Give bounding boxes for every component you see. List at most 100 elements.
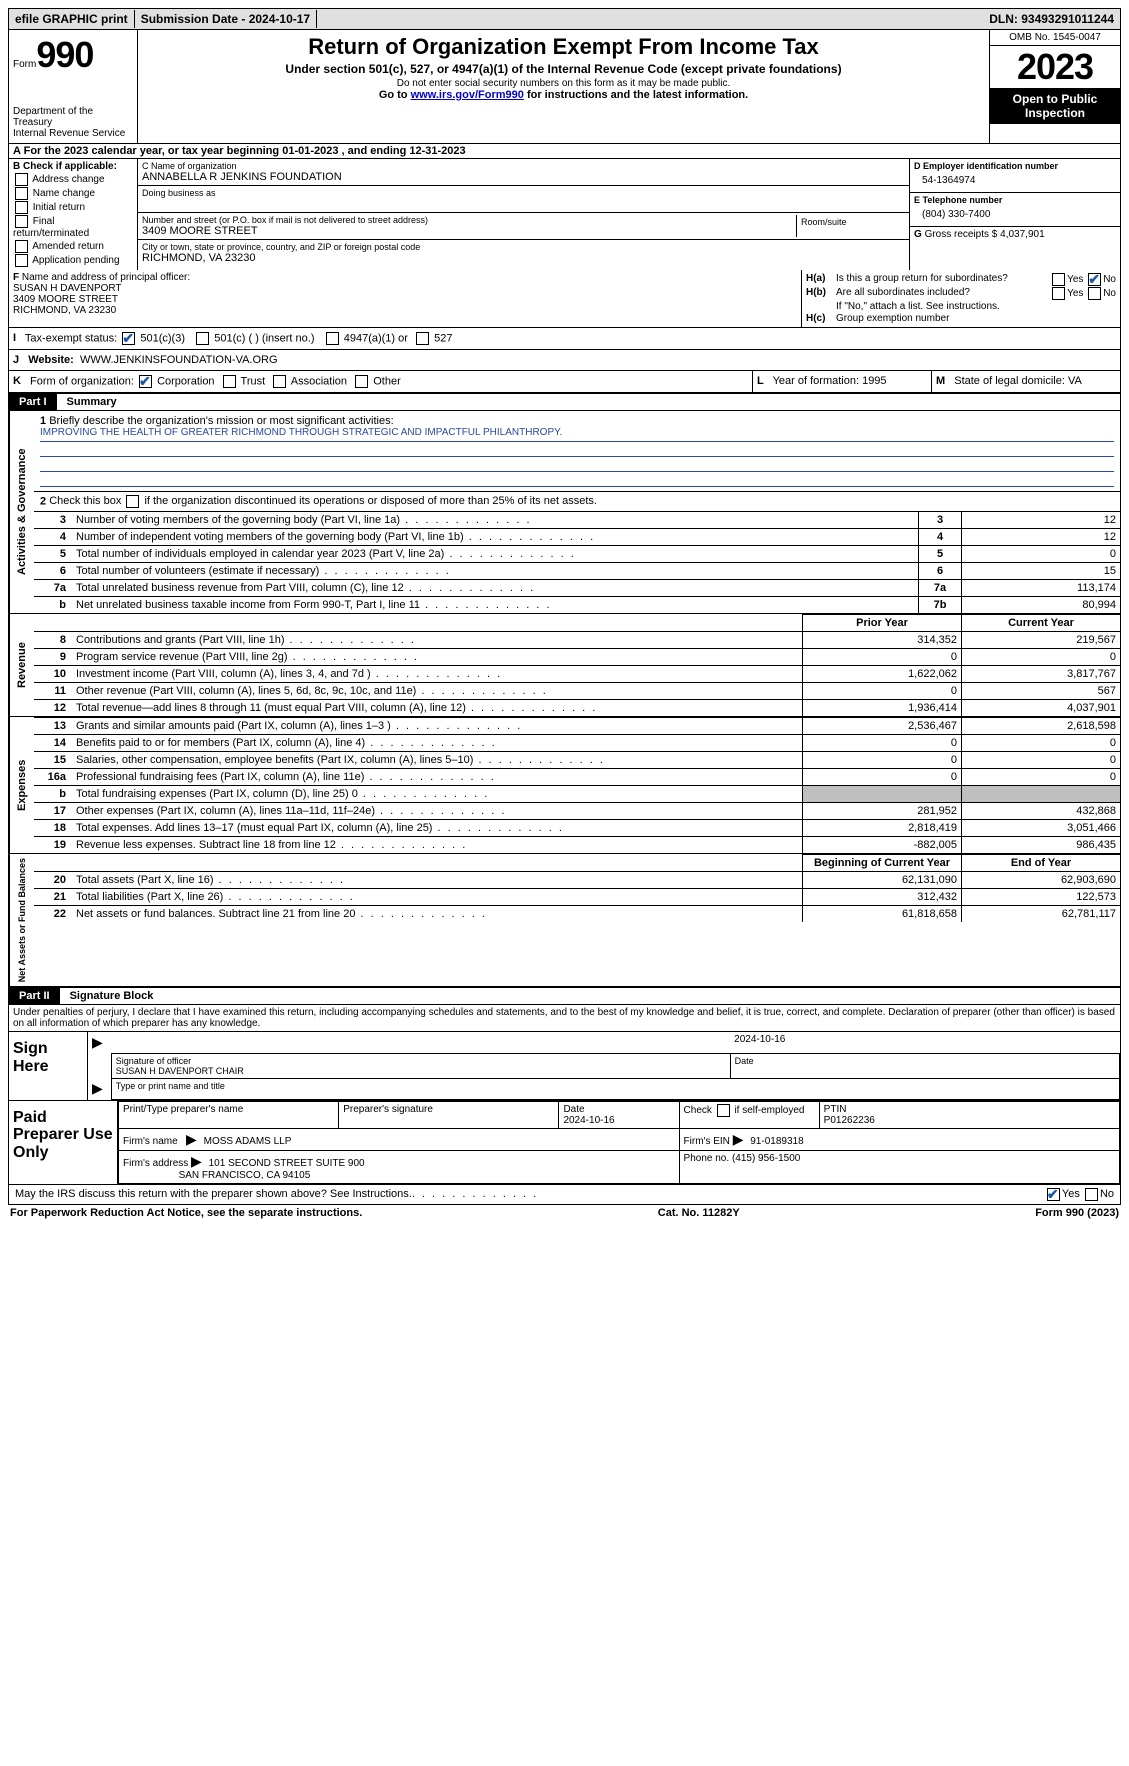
cell-grey: [803, 786, 962, 803]
line-1-text: Briefly describe the organization's miss…: [49, 415, 393, 427]
mission-statement: IMPROVING THE HEALTH OF GREATER RICHMOND…: [40, 427, 1114, 442]
form-word: Form: [13, 59, 36, 70]
line-value: 12: [962, 512, 1121, 529]
line-num: 20: [34, 872, 72, 889]
row-j-letter: J: [13, 354, 19, 366]
checkbox-501c[interactable]: [196, 332, 209, 345]
box-f-letter: F: [13, 272, 19, 283]
checkbox-name-change[interactable]: [15, 187, 28, 200]
checkbox-hb-yes[interactable]: [1052, 287, 1065, 300]
cell-grey: [962, 786, 1121, 803]
line-key: 7a: [919, 580, 962, 597]
officer-name-title: SUSAN H DAVENPORT CHAIR: [116, 1066, 244, 1076]
checkbox-501c3[interactable]: [122, 332, 135, 345]
checkbox-527[interactable]: [416, 332, 429, 345]
checkbox-assoc[interactable]: [273, 375, 286, 388]
line-num: b: [34, 597, 72, 614]
checkbox-app-pending[interactable]: [15, 254, 28, 267]
h-a-label: H(a): [806, 273, 836, 284]
checkbox-trust[interactable]: [223, 375, 236, 388]
firm-ein: 91-0189318: [750, 1136, 803, 1147]
entity-info-block: B Check if applicable: Address change Na…: [8, 159, 1121, 270]
line-num: b: [34, 786, 72, 803]
h-b-note: If "No," attach a list. See instructions…: [806, 301, 1116, 312]
line-value: 15: [962, 563, 1121, 580]
prior-year-value: 314,352: [803, 632, 962, 649]
current-year-value: 62,903,690: [962, 872, 1121, 889]
checkbox-other[interactable]: [355, 375, 368, 388]
box-g-letter: G: [914, 229, 922, 240]
line-key: 7b: [919, 597, 962, 614]
goto-link[interactable]: www.irs.gov/Form990: [411, 89, 524, 101]
irs-label: Internal Revenue Service: [13, 128, 133, 139]
line-value: 80,994: [962, 597, 1121, 614]
sig-officer-label: Signature of officer: [116, 1056, 191, 1066]
part-1-header: Part I Summary: [8, 393, 1121, 411]
vtab-expenses: Expenses: [9, 717, 34, 853]
checkbox-final-return[interactable]: [15, 215, 28, 228]
current-year-value: 2,618,598: [962, 718, 1121, 735]
line-num: 21: [34, 889, 72, 906]
line-num: 6: [34, 563, 72, 580]
part-1-num: Part I: [9, 394, 57, 410]
section-net-assets: Net Assets or Fund Balances Beginning of…: [8, 854, 1121, 987]
street-label: Number and street (or P.O. box if mail i…: [142, 215, 796, 225]
current-year-value: 62,781,117: [962, 906, 1121, 923]
h-b-text: Are all subordinates included?: [836, 287, 1026, 298]
line-num: 9: [34, 649, 72, 666]
line-key: 6: [919, 563, 962, 580]
bottom-note: For Paperwork Reduction Act Notice, see …: [8, 1205, 1121, 1221]
box-f: F Name and address of principal officer:…: [9, 270, 801, 327]
checkbox-corp[interactable]: [139, 375, 152, 388]
checkbox-ha-no[interactable]: [1088, 273, 1101, 286]
room-label: Room/suite: [797, 215, 905, 237]
line-key: 3: [919, 512, 962, 529]
ein-label: D Employer identification number: [914, 161, 1116, 171]
prior-year-value: 0: [803, 735, 962, 752]
line-key: 5: [919, 546, 962, 563]
expenses-table: 13 Grants and similar amounts paid (Part…: [34, 717, 1120, 853]
row-i-letter: I: [13, 332, 16, 344]
checkbox-4947[interactable]: [326, 332, 339, 345]
org-name: ANNABELLA R JENKINS FOUNDATION: [142, 171, 905, 183]
box-b: B Check if applicable: Address change Na…: [9, 159, 138, 270]
checkbox-self-employed[interactable]: [717, 1104, 730, 1117]
officer-sign-date: 2024-10-16: [730, 1032, 1119, 1053]
line-key: 4: [919, 529, 962, 546]
current-year-value: 4,037,901: [962, 700, 1121, 717]
checkbox-amended[interactable]: [15, 240, 28, 253]
h-c-text: Group exemption number: [836, 313, 1116, 324]
section-activities-governance: Activities & Governance 1 Briefly descri…: [8, 411, 1121, 614]
current-year-value: 0: [962, 649, 1121, 666]
line-num: 22: [34, 906, 72, 923]
checkbox-ha-yes[interactable]: [1052, 273, 1065, 286]
firm-addr-label: Firm's address: [123, 1158, 188, 1169]
line-desc: Investment income (Part VIII, column (A)…: [72, 666, 803, 683]
revenue-table: Prior Year Current Year8 Contributions a…: [34, 614, 1120, 716]
form-footer: Form 990 (2023): [1035, 1207, 1119, 1219]
dln-label: DLN: 93493291011244: [983, 10, 1120, 28]
col-header-current: End of Year: [962, 855, 1121, 872]
checkbox-discuss-yes[interactable]: [1047, 1188, 1060, 1201]
checkbox-hb-no[interactable]: [1088, 287, 1101, 300]
part-2-title: Signature Block: [60, 988, 164, 1004]
line-num: 7a: [34, 580, 72, 597]
current-year-value: 0: [962, 735, 1121, 752]
h-c-label: H(c): [806, 313, 836, 324]
checkbox-discontinued[interactable]: [126, 495, 139, 508]
org-name-label: C Name of organization: [142, 161, 905, 171]
ssn-note: Do not enter social security numbers on …: [146, 78, 981, 89]
top-bar: efile GRAPHIC print Submission Date - 20…: [8, 8, 1121, 30]
prior-year-value: 1,936,414: [803, 700, 962, 717]
paid-preparer-block: Paid Preparer Use Only Print/Type prepar…: [8, 1101, 1121, 1185]
checkbox-discuss-no[interactable]: [1085, 1188, 1098, 1201]
firm-addr1: 101 SECOND STREET SUITE 900: [209, 1158, 365, 1169]
line-num: 10: [34, 666, 72, 683]
prior-year-value: 0: [803, 769, 962, 786]
ein-value: 54-1364974: [914, 171, 1116, 190]
website-label: Website:: [28, 354, 74, 366]
current-year-value: 0: [962, 769, 1121, 786]
checkbox-initial-return[interactable]: [15, 201, 28, 214]
checkbox-address-change[interactable]: [15, 173, 28, 186]
line-num: 11: [34, 683, 72, 700]
